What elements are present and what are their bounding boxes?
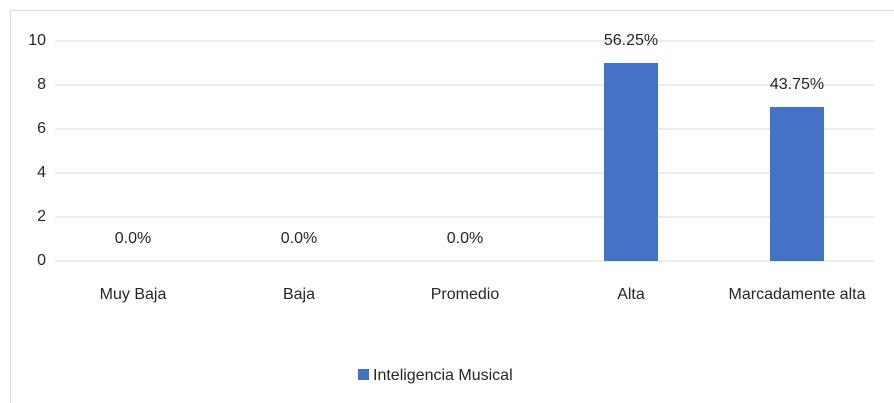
data-label: 0.0%	[115, 230, 151, 247]
chart-border	[10, 10, 894, 403]
bar	[770, 107, 824, 261]
legend-swatch	[358, 369, 369, 380]
data-label: 0.0%	[447, 230, 483, 247]
x-tick-label: Promedio	[431, 286, 500, 303]
data-label: 56.25%	[604, 32, 658, 49]
x-tick-label: Marcadamente alta	[729, 286, 866, 303]
data-label: 43.75%	[770, 76, 824, 93]
y-tick-label: 4	[37, 164, 46, 181]
bar	[604, 63, 658, 261]
y-tick-label: 8	[37, 76, 46, 93]
y-tick-label: 2	[37, 208, 46, 225]
x-tick-label: Alta	[617, 286, 645, 303]
data-label: 0.0%	[281, 230, 317, 247]
y-tick-label: 6	[37, 120, 46, 137]
legend-label: Inteligencia Musical	[373, 367, 513, 384]
x-tick-label: Baja	[283, 286, 315, 303]
y-tick-label: 0	[37, 252, 46, 269]
x-tick-label: Muy Baja	[100, 286, 167, 303]
y-tick-label: 10	[28, 32, 46, 49]
